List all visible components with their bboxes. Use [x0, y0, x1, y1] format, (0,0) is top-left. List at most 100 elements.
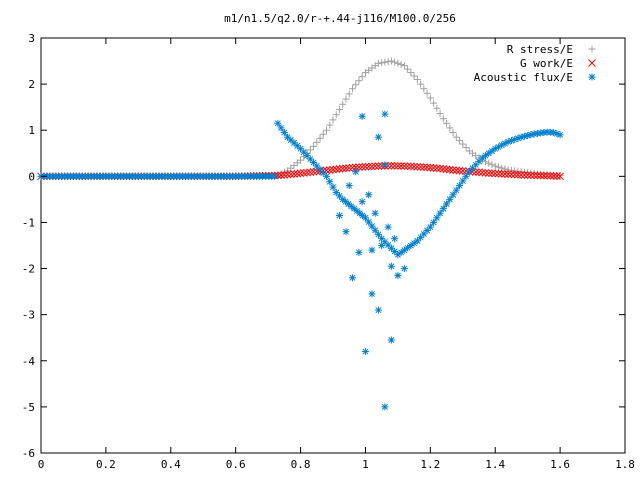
data-point — [455, 166, 464, 175]
data-point — [358, 198, 366, 206]
data-point — [348, 274, 356, 282]
data-point — [371, 209, 379, 217]
data-point — [277, 124, 285, 132]
data-point — [514, 134, 522, 142]
data-point — [358, 73, 366, 81]
x-tick-label: 1.4 — [485, 458, 505, 471]
data-point — [488, 147, 496, 155]
data-point — [306, 168, 315, 177]
data-point — [546, 171, 555, 180]
data-point — [387, 336, 395, 344]
data-point — [445, 165, 454, 174]
data-point — [293, 159, 301, 167]
data-point — [361, 162, 370, 171]
data-point — [404, 65, 412, 73]
data-point — [368, 162, 376, 171]
x-tick-label: 1 — [362, 458, 369, 471]
data-point — [433, 214, 441, 222]
data-point — [391, 58, 399, 66]
data-point — [462, 172, 470, 180]
data-point — [381, 161, 389, 169]
data-point — [355, 248, 363, 256]
data-point — [397, 162, 405, 170]
data-point — [475, 168, 483, 177]
data-point — [456, 137, 464, 145]
data-point — [387, 262, 395, 270]
data-point — [316, 165, 324, 173]
y-tick-label: 3 — [28, 32, 35, 45]
data-point — [384, 241, 392, 249]
data-point — [329, 183, 337, 191]
data-point — [439, 205, 447, 213]
data-point — [417, 80, 425, 88]
data-point — [436, 209, 444, 217]
data-point — [303, 168, 311, 177]
data-point — [368, 222, 376, 230]
data-point — [507, 170, 516, 179]
data-point — [432, 164, 441, 173]
legend-marker — [588, 59, 596, 67]
data-point — [449, 191, 457, 199]
plot-frame — [40, 37, 626, 454]
data-point — [433, 104, 441, 112]
data-point — [306, 155, 314, 163]
x-tick-label: 0.8 — [291, 458, 311, 471]
data-point — [387, 57, 395, 65]
data-point — [391, 247, 399, 255]
data-point — [374, 162, 383, 170]
data-point — [530, 171, 539, 180]
data-point — [403, 162, 412, 171]
data-point — [381, 403, 389, 411]
data-point — [459, 177, 467, 185]
data-point — [306, 146, 314, 154]
data-point — [394, 162, 402, 170]
data-point — [355, 163, 363, 171]
x-tick-label: 0 — [38, 458, 45, 471]
data-point — [491, 169, 500, 178]
data-point — [533, 171, 542, 180]
plot-area — [37, 57, 564, 411]
data-point — [345, 90, 353, 98]
data-point — [335, 192, 343, 200]
data-point — [413, 76, 421, 83]
legend-marker — [588, 45, 596, 53]
data-point — [381, 58, 389, 66]
data-point — [510, 170, 519, 179]
data-point — [326, 178, 334, 186]
data-point — [452, 166, 461, 175]
data-point — [335, 105, 343, 113]
data-point — [420, 85, 428, 93]
data-point — [325, 166, 334, 174]
data-point — [462, 144, 470, 152]
data-point — [410, 72, 418, 80]
data-point — [507, 137, 515, 145]
data-point — [416, 163, 425, 171]
data-point — [430, 99, 438, 107]
data-point — [417, 233, 425, 241]
y-tick-label: -4 — [22, 355, 36, 368]
data-point — [319, 130, 327, 138]
data-point — [365, 218, 373, 226]
data-point — [400, 265, 408, 273]
data-point — [426, 163, 435, 172]
data-point — [290, 170, 298, 178]
data-point — [488, 169, 496, 178]
data-point — [423, 89, 431, 97]
data-point — [371, 162, 380, 171]
data-point — [527, 171, 535, 180]
data-point — [280, 171, 289, 179]
data-point — [368, 290, 376, 298]
data-point — [352, 81, 360, 89]
data-point — [423, 227, 431, 235]
data-point — [329, 165, 337, 174]
x-tick-label: 1.6 — [550, 458, 570, 471]
data-point — [410, 239, 418, 247]
data-point — [494, 169, 503, 178]
data-point — [501, 170, 509, 178]
series-2 — [37, 110, 564, 411]
data-point — [384, 223, 392, 231]
data-point — [536, 171, 545, 180]
data-point — [430, 218, 438, 226]
